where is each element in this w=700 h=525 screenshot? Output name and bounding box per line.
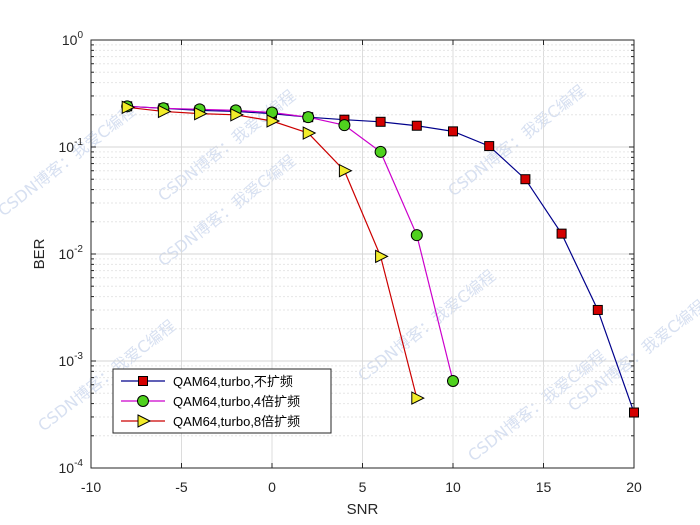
- watermark-text: CSDN博客：我爱C编程: [444, 81, 589, 200]
- watermark-text: CSDN博客：我爱C编程: [154, 151, 299, 270]
- y-axis-label: BER: [31, 238, 48, 269]
- y-tick-label: 100: [62, 30, 84, 48]
- legend-entry: QAM64,turbo,不扩频: [121, 374, 293, 389]
- x-tick-label: 20: [626, 479, 642, 495]
- watermark-text: CSDN博客：我爱C编程: [354, 266, 499, 385]
- legend-entry: QAM64,turbo,8倍扩频: [121, 414, 300, 429]
- data-point: [121, 100, 136, 115]
- data-point: [338, 163, 353, 178]
- x-tick-label: 5: [359, 479, 367, 495]
- grid-lines: [91, 40, 634, 468]
- data-point: [157, 104, 172, 119]
- data-point: [520, 174, 531, 185]
- data-point: [302, 111, 315, 124]
- x-axis-label: SNR: [347, 501, 379, 518]
- x-tick-label: -10: [81, 479, 101, 495]
- data-point: [375, 116, 386, 127]
- data-point: [629, 407, 639, 418]
- data-point: [230, 107, 244, 122]
- series-line: [127, 105, 454, 382]
- legend-marker: [138, 376, 148, 386]
- watermark-text: CSDN博客：我爱C编程: [0, 101, 139, 220]
- legend-label: QAM64,turbo,8倍扩频: [173, 414, 300, 429]
- data-point: [375, 249, 389, 264]
- legend-entry: QAM64,turbo,4倍扩频: [121, 394, 300, 409]
- data-point: [302, 126, 317, 140]
- data-point: [266, 114, 281, 128]
- data-point: [447, 375, 459, 388]
- legend: QAM64,turbo,不扩频 QAM64,turbo,4倍扩频 QAM64,tur…: [112, 368, 332, 434]
- data-point: [194, 106, 208, 121]
- legend-marker: [137, 414, 152, 428]
- x-tick-label: -5: [175, 479, 188, 495]
- data-point: [374, 145, 387, 158]
- series-3: [121, 100, 425, 405]
- data-point: [556, 228, 567, 239]
- watermark-text: CSDN博客：我爱C编程: [154, 86, 299, 205]
- legend-label: QAM64,turbo,4倍扩频: [173, 394, 300, 409]
- data-point: [448, 126, 458, 137]
- y-tick-label: 10-3: [59, 351, 84, 369]
- y-tick-label: 10-1: [59, 137, 84, 155]
- x-tick-label: 15: [536, 479, 552, 495]
- axis-ticks: -10 -5 0 5 10 15 20 100 10-1 10-2 10-3 10-4: [59, 30, 642, 495]
- x-tick-label: 10: [445, 479, 461, 495]
- legend-label: QAM64,turbo,不扩频: [173, 374, 293, 389]
- data-point: [592, 304, 603, 315]
- legend-marker: [137, 395, 149, 407]
- y-tick-label: 10-4: [59, 458, 84, 476]
- data-series: [121, 100, 639, 418]
- data-point: [484, 141, 495, 152]
- data-point: [411, 391, 425, 405]
- data-point: [338, 119, 351, 132]
- x-tick-label: 0: [268, 479, 276, 495]
- data-point: [410, 229, 423, 242]
- watermark-layer: CSDN博客：我爱C编程 CSDN博客：我爱C编程CSDN博客：我爱C编程CSDN…: [0, 81, 700, 465]
- y-tick-label: 10-2: [59, 244, 84, 262]
- data-point: [411, 120, 422, 131]
